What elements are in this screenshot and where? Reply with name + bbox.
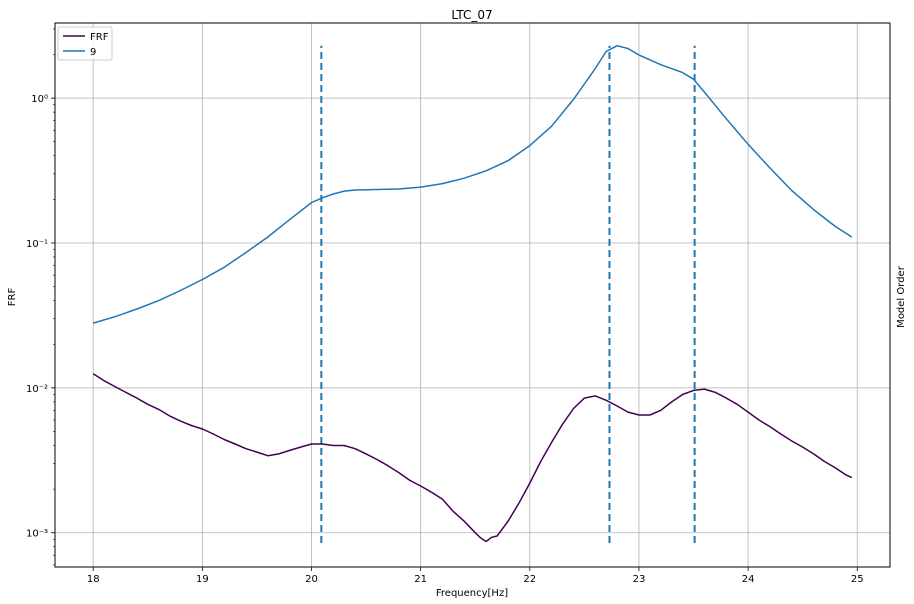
- legend-label-9: 9: [90, 47, 96, 58]
- chart-title: LTC_07: [451, 8, 492, 22]
- y-tick-label: 10⁰: [31, 94, 48, 105]
- legend: FRF 9: [57, 26, 113, 61]
- legend-label-frf: FRF: [90, 32, 109, 43]
- x-tick-label: 20: [305, 574, 318, 585]
- x-tick-label: 18: [87, 574, 100, 585]
- grid: [55, 23, 890, 567]
- y-tick-label: 10⁻²: [26, 384, 48, 395]
- series-lines: [92, 44, 853, 543]
- x-tick-label: 24: [742, 574, 755, 585]
- x-axis-label: Frequency[Hz]: [436, 588, 508, 599]
- x-tick-label: 25: [851, 574, 864, 585]
- series-line-frf: [92, 373, 853, 543]
- plot-area-frame: [54, 22, 891, 568]
- y-axis-label: FRF: [7, 288, 18, 307]
- axis-ticks: 18 19 20 21 22 23 24 25 10⁻³ 10⁻² 10⁻¹ 10⁰: [26, 28, 864, 585]
- y-tick-label: 10⁻¹: [26, 239, 48, 250]
- x-tick-label: 21: [414, 574, 427, 585]
- mode-markers: [320, 45, 696, 543]
- series-line-model-order-9: [92, 44, 853, 324]
- x-tick-label: 19: [196, 574, 209, 585]
- y-axis-label-right: Model Order: [896, 265, 907, 328]
- x-tick-label: 23: [633, 574, 646, 585]
- y-tick-label: 10⁻³: [26, 529, 48, 540]
- x-tick-label: 22: [523, 574, 536, 585]
